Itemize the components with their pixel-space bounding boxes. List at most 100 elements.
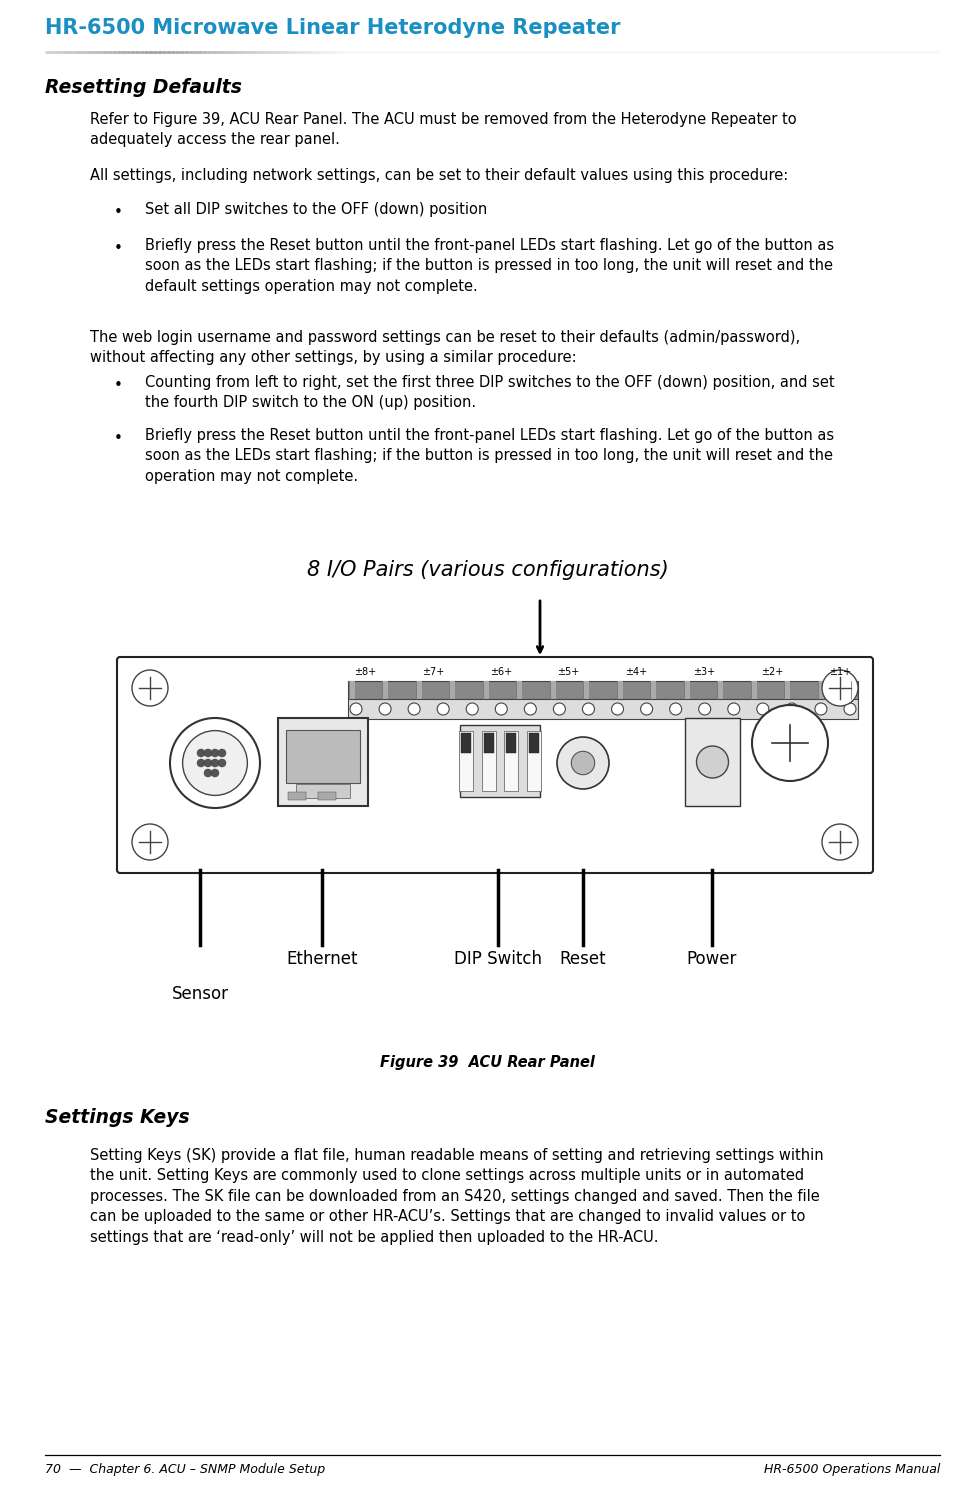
Circle shape [525, 703, 536, 715]
Circle shape [218, 749, 226, 757]
Text: Sensor: Sensor [172, 985, 228, 1003]
Bar [348, 699, 858, 720]
Bar [527, 732, 541, 791]
Bar [349, 681, 355, 699]
Text: ±6+: ±6+ [489, 667, 512, 676]
Bar [318, 791, 336, 800]
Circle shape [495, 703, 507, 715]
Circle shape [611, 703, 624, 715]
Bar [382, 681, 388, 699]
Circle shape [757, 703, 769, 715]
Bar [482, 732, 495, 791]
Text: ±8+: ±8+ [354, 667, 376, 676]
Circle shape [379, 703, 391, 715]
Bar [685, 718, 740, 806]
Text: Figure 39  ACU Rear Panel: Figure 39 ACU Rear Panel [380, 1056, 595, 1070]
FancyBboxPatch shape [117, 657, 873, 873]
Bar [784, 681, 790, 699]
Circle shape [182, 730, 248, 796]
Circle shape [211, 749, 219, 757]
Text: Counting from left to right, set the first three DIP switches to the OFF (down) : Counting from left to right, set the fir… [145, 375, 835, 411]
Circle shape [557, 738, 609, 788]
Text: 70  —  Chapter 6. ACU – SNMP Module Setup: 70 — Chapter 6. ACU – SNMP Module Setup [45, 1463, 325, 1477]
Text: 8 I/O Pairs (various configurations): 8 I/O Pairs (various configurations) [306, 560, 669, 579]
Circle shape [409, 703, 420, 715]
Text: HR-6500 Operations Manual: HR-6500 Operations Manual [763, 1463, 940, 1477]
Circle shape [197, 758, 205, 767]
Text: Power: Power [686, 950, 737, 967]
Text: ±7+: ±7+ [422, 667, 444, 676]
Bar [296, 784, 350, 797]
Text: Ethernet: Ethernet [287, 950, 358, 967]
Circle shape [786, 703, 798, 715]
Circle shape [641, 703, 652, 715]
Bar [348, 681, 858, 699]
Text: Refer to Figure 39, ACU Rear Panel. The ACU must be removed from the Heterodyne : Refer to Figure 39, ACU Rear Panel. The … [90, 112, 797, 148]
Circle shape [132, 824, 168, 860]
Bar [483, 681, 488, 699]
Circle shape [211, 758, 219, 767]
Bar [817, 681, 824, 699]
Circle shape [699, 703, 711, 715]
Circle shape [670, 703, 682, 715]
Bar [459, 732, 473, 791]
Circle shape [170, 718, 260, 808]
Circle shape [197, 749, 205, 757]
Circle shape [466, 703, 478, 715]
Circle shape [204, 749, 212, 757]
Bar [506, 733, 517, 752]
Circle shape [218, 758, 226, 767]
Text: ±3+: ±3+ [693, 667, 716, 676]
Bar [278, 718, 368, 806]
Circle shape [437, 703, 449, 715]
Circle shape [822, 824, 858, 860]
Circle shape [571, 751, 595, 775]
Bar [851, 681, 857, 699]
Circle shape [211, 769, 219, 776]
Bar [650, 681, 656, 699]
Circle shape [727, 703, 740, 715]
Circle shape [132, 670, 168, 706]
Text: Settings Keys: Settings Keys [45, 1108, 189, 1127]
Text: ±4+: ±4+ [625, 667, 647, 676]
Bar [288, 791, 306, 800]
Text: Briefly press the Reset button until the front-panel LEDs start flashing. Let go: Briefly press the Reset button until the… [145, 428, 835, 484]
Bar [484, 733, 493, 752]
Bar [751, 681, 757, 699]
Bar [550, 681, 556, 699]
Bar [617, 681, 623, 699]
Bar [449, 681, 455, 699]
Bar [718, 681, 723, 699]
Text: HR-6500 Microwave Linear Heterodyne Repeater: HR-6500 Microwave Linear Heterodyne Repe… [45, 18, 620, 37]
Text: •: • [113, 378, 123, 393]
Text: ±5+: ±5+ [558, 667, 580, 676]
Text: Set all DIP switches to the OFF (down) position: Set all DIP switches to the OFF (down) p… [145, 202, 488, 216]
Circle shape [582, 703, 595, 715]
Text: Setting Keys (SK) provide a flat file, human readable means of setting and retri: Setting Keys (SK) provide a flat file, h… [90, 1148, 824, 1245]
Circle shape [822, 670, 858, 706]
Text: •: • [113, 431, 123, 446]
Bar [583, 681, 589, 699]
Circle shape [204, 758, 212, 767]
Bar [529, 733, 539, 752]
Text: ±1+: ±1+ [829, 667, 851, 676]
Circle shape [696, 746, 728, 778]
Text: •: • [113, 240, 123, 255]
Bar [286, 730, 360, 782]
Circle shape [554, 703, 566, 715]
Text: Reset: Reset [560, 950, 606, 967]
Text: Resetting Defaults: Resetting Defaults [45, 78, 242, 97]
Text: Briefly press the Reset button until the front-panel LEDs start flashing. Let go: Briefly press the Reset button until the… [145, 237, 835, 294]
Circle shape [204, 769, 212, 776]
Circle shape [815, 703, 827, 715]
Circle shape [844, 703, 856, 715]
Bar [683, 681, 689, 699]
Text: DIP Switch: DIP Switch [454, 950, 542, 967]
Text: All settings, including network settings, can be set to their default values usi: All settings, including network settings… [90, 169, 788, 184]
Text: •: • [113, 205, 123, 219]
Bar [461, 733, 471, 752]
Circle shape [350, 703, 362, 715]
Bar [416, 681, 422, 699]
Text: The web login username and password settings can be reset to their defaults (adm: The web login username and password sett… [90, 330, 800, 366]
Bar [517, 681, 523, 699]
